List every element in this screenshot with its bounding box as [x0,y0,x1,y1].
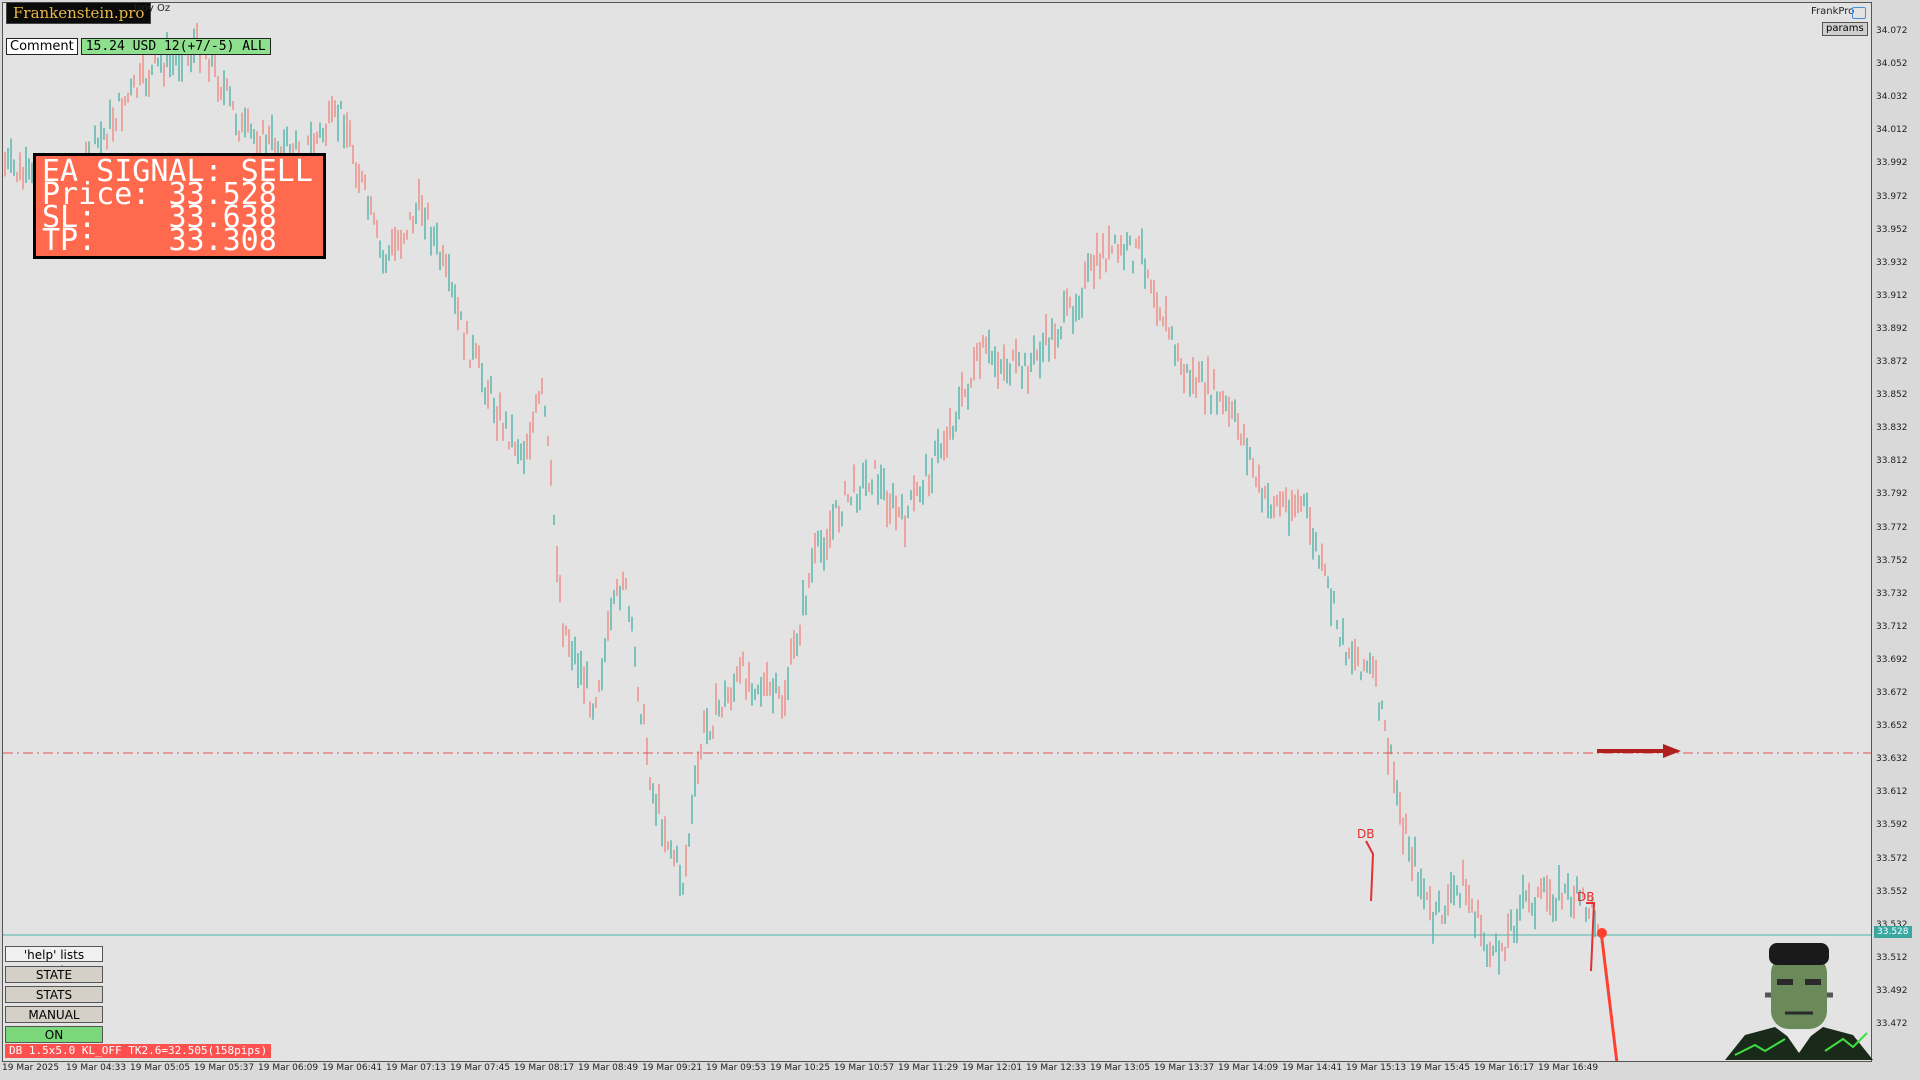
comment-label: Comment [6,38,78,55]
price-level-label: 33.832 [1876,423,1908,434]
time-label: 19 Mar 2025 [2,1063,60,1073]
time-label: 19 Mar 14:41 [1282,1063,1343,1073]
time-label: 19 Mar 12:01 [962,1063,1023,1073]
signal-dot [1597,928,1607,938]
symbol-label: troy Oz [134,3,171,14]
price-level-label: 33.772 [1876,522,1908,533]
stats-button[interactable]: STATS [5,986,103,1003]
time-label: 19 Mar 04:33 [66,1063,127,1073]
brand-logo: Frankenstein.pro [6,2,152,24]
price-level-label: 34.052 [1876,59,1908,70]
signal-sl-value: 33.638 [168,200,277,235]
signal-sl-label: SL: [42,200,97,235]
price-level-label: 33.552 [1876,886,1908,897]
signal-price-row: Price: 33.528 [42,180,323,210]
price-level-label: 33.512 [1876,952,1908,963]
db-marker-1-line [1365,840,1375,902]
price-level-label: 33.992 [1876,158,1908,169]
price-level-label: 33.752 [1876,555,1908,566]
time-label: 19 Mar 07:13 [386,1063,447,1073]
time-label: 19 Mar 05:37 [194,1063,255,1073]
price-level-label: 33.672 [1876,688,1908,698]
price-level-label: 33.892 [1876,323,1908,334]
time-label: 19 Mar 15:45 [1410,1063,1471,1073]
state-button[interactable]: STATE [5,966,103,983]
time-label: 19 Mar 09:21 [642,1063,703,1073]
time-label: 19 Mar 07:45 [450,1063,511,1073]
price-level-label: 33.792 [1876,489,1908,500]
price-level-label: 33.572 [1876,853,1908,864]
signal-line [1599,930,1619,1061]
time-label: 19 Mar 09:53 [706,1063,767,1073]
price-level-label: 34.032 [1876,92,1908,103]
price-level-label: 33.952 [1876,224,1908,235]
params-button[interactable]: params [1822,22,1868,36]
price-level-label: 33.712 [1876,621,1908,632]
price-level-label: 33.592 [1876,820,1908,831]
db-marker-1: DB [1357,827,1374,841]
price-level-label: 33.932 [1876,257,1908,268]
price-level-label: 33.912 [1876,290,1908,301]
price-level-label: 33.472 [1876,1019,1908,1029]
help-label: 'help' lists cmds [5,946,103,978]
time-label: 19 Mar 10:57 [834,1063,895,1073]
price-level-label: 33.632 [1876,754,1908,765]
time-label: 19 Mar 06:41 [322,1063,383,1073]
time-label: 19 Mar 16:17 [1474,1063,1535,1073]
price-level-label: 33.692 [1876,654,1908,665]
status-line: DB 1.5x5.0 KL_OFF TK2.6=32.505(158pips) [5,1044,272,1058]
frankenstein-avatar [1725,943,1873,1060]
signal-price-label: Price: [42,177,151,212]
price-level-label: 34.072 [1876,26,1908,36]
signal-tp-label: TP: [42,223,97,258]
time-label: 19 Mar 15:13 [1346,1063,1407,1073]
comment-box: Comment 15.24 USD 12(+7/-5) ALL [6,38,271,55]
price-level-label: 33.732 [1876,588,1908,599]
signal-sl-row: SL: 33.638 [42,203,323,233]
price-level-label: 33.492 [1876,985,1908,996]
on-button[interactable]: ON [5,1026,103,1043]
time-label: 19 Mar 06:09 [258,1063,319,1073]
ea-signal-panel: EA SIGNAL: SELL Price: 33.528 SL: 33.638… [33,153,326,259]
time-label: 19 Mar 13:37 [1154,1063,1215,1073]
hat-icon [1852,7,1866,19]
price-level-label: 33.972 [1876,191,1908,202]
time-label: 19 Mar 05:05 [130,1063,191,1073]
time-label: 19 Mar 12:33 [1026,1063,1087,1073]
time-label: 19 Mar 13:05 [1090,1063,1151,1073]
time-label: 19 Mar 08:49 [578,1063,639,1073]
time-label: 19 Mar 14:09 [1218,1063,1279,1073]
price-level-label: 34.012 [1876,125,1908,136]
price-level-label: 33.652 [1876,721,1908,732]
price-level-label: 33.852 [1876,390,1908,401]
manual-button[interactable]: MANUAL [5,1006,103,1023]
time-label: 19 Mar 10:25 [770,1063,831,1073]
price-level-label: 33.812 [1876,456,1908,467]
signal-tp-value: 33.308 [168,223,277,258]
db-marker-2: DB [1577,890,1594,904]
price-level-label: 33.872 [1876,357,1908,367]
price-chart: DB DB [3,23,1871,1061]
frankpro-label: FrankPro [1811,6,1855,17]
price-level-label: 33.612 [1876,787,1908,798]
price-level-label: 33.532 [1876,919,1908,930]
current-price-tag: 33.528 [1874,926,1912,938]
time-label: 19 Mar 16:49 [1538,1063,1599,1073]
signal-price-value: 33.528 [168,177,277,212]
time-label: 19 Mar 11:29 [898,1063,959,1073]
comment-value: 15.24 USD 12(+7/-5) ALL [80,38,271,55]
signal-title: EA SIGNAL: SELL [42,154,313,189]
time-label: 19 Mar 08:17 [514,1063,575,1073]
db-marker-2-line [1586,902,1596,972]
signal-tp-row: TP: 33.308 [42,226,323,256]
sell-arrow-head [1663,744,1681,758]
